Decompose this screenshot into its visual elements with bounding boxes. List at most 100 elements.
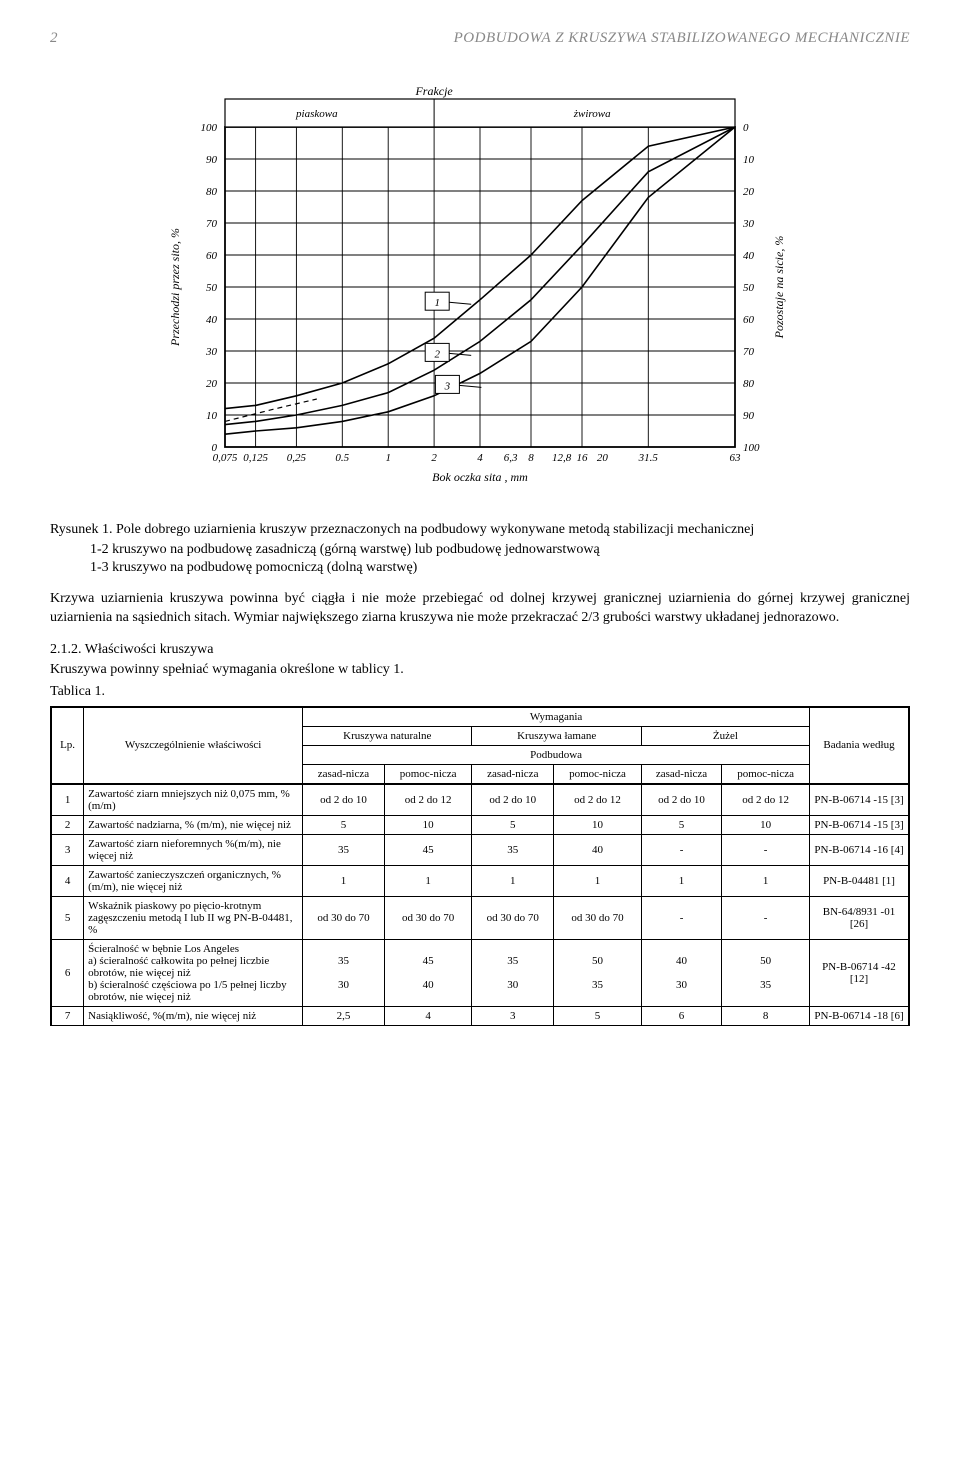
th-zuzel: Żużel xyxy=(641,726,809,745)
cell-lp: 3 xyxy=(51,834,84,865)
th-zasad-3: zasad-nicza xyxy=(641,764,721,784)
th-badania: Badania według xyxy=(810,707,910,784)
th-zasad-2: zasad-nicza xyxy=(472,764,554,784)
cell-desc: Nasiąkliwość, %(m/m), nie więcej niż xyxy=(84,1006,303,1025)
th-wymagania: Wymagania xyxy=(303,707,810,727)
svg-text:63: 63 xyxy=(730,452,742,464)
running-title: PODBUDOWA Z KRUSZYWA STABILIZOWANEGO MEC… xyxy=(454,30,910,47)
th-krusz-nat: Kruszywa naturalne xyxy=(303,726,472,745)
cell-value: 1 xyxy=(303,865,385,896)
cell-value: - xyxy=(641,834,721,865)
cell-desc: Wskaźnik piaskowy po pięcio-krotnym zagę… xyxy=(84,896,303,939)
cell-value: od 2 do 10 xyxy=(303,784,385,816)
svg-text:piaskowa: piaskowa xyxy=(295,108,338,120)
cell-ref: PN-B-04481 [1] xyxy=(810,865,910,896)
svg-text:16: 16 xyxy=(577,452,589,464)
cell-lp: 2 xyxy=(51,815,84,834)
th-zasad-1: zasad-nicza xyxy=(303,764,385,784)
figure-legend-1: 1-2 kruszywo na podbudowę zasadniczą (gó… xyxy=(90,542,910,558)
svg-text:40: 40 xyxy=(743,250,755,262)
cell-value: 50 35 xyxy=(554,939,642,1006)
svg-text:80: 80 xyxy=(743,378,755,390)
cell-value: 45 40 xyxy=(384,939,472,1006)
svg-text:0,075: 0,075 xyxy=(213,452,238,464)
svg-text:80: 80 xyxy=(206,186,218,198)
svg-text:2: 2 xyxy=(434,348,440,360)
cell-value: 10 xyxy=(554,815,642,834)
cell-value: 1 xyxy=(472,865,554,896)
svg-text:Przechodzi przez sito, %: Przechodzi przez sito, % xyxy=(168,228,182,347)
cell-lp: 1 xyxy=(51,784,84,816)
svg-text:50: 50 xyxy=(743,282,755,294)
table-row: 6Ścieralność w bębnie Los Angeles a) ści… xyxy=(51,939,909,1006)
table-row: 2Zawartość nadziarna, % (m/m), nie więce… xyxy=(51,815,909,834)
th-pomoc-3: pomoc-nicza xyxy=(722,764,810,784)
cell-lp: 7 xyxy=(51,1006,84,1025)
cell-value: 5 xyxy=(303,815,385,834)
svg-text:8: 8 xyxy=(528,452,534,464)
properties-table: Lp. Wyszczególnienie właściwości Wymagan… xyxy=(50,706,910,1026)
section-title: Właściwości kruszywa xyxy=(85,642,214,657)
table-row: 3Zawartość ziarn nieforemnych %(m/m), ni… xyxy=(51,834,909,865)
cell-value: 5 xyxy=(554,1006,642,1025)
svg-text:40: 40 xyxy=(206,314,218,326)
figure-legend-2: 1-3 kruszywo na podbudowę pomocniczą (do… xyxy=(90,560,910,576)
cell-value: od 30 do 70 xyxy=(303,896,385,939)
cell-value: 10 xyxy=(384,815,472,834)
table-row: 4Zawartość zanieczyszczeń organicznych, … xyxy=(51,865,909,896)
cell-ref: PN-B-06714 -16 [4] xyxy=(810,834,910,865)
svg-text:60: 60 xyxy=(206,250,218,262)
table-row: 7Nasiąkliwość, %(m/m), nie więcej niż2,5… xyxy=(51,1006,909,1025)
cell-lp: 6 xyxy=(51,939,84,1006)
cell-value: 1 xyxy=(554,865,642,896)
cell-value: 40 30 xyxy=(641,939,721,1006)
cell-value: od 2 do 10 xyxy=(641,784,721,816)
cell-desc: Ścieralność w bębnie Los Angeles a) ście… xyxy=(84,939,303,1006)
th-podbudowa: Podbudowa xyxy=(303,745,810,764)
svg-text:Frakcje: Frakcje xyxy=(414,84,453,98)
svg-text:Bok oczka sita , mm: Bok oczka sita , mm xyxy=(432,470,528,484)
svg-text:6,3: 6,3 xyxy=(504,452,518,464)
cell-value: - xyxy=(722,896,810,939)
cell-value: 10 xyxy=(722,815,810,834)
svg-text:90: 90 xyxy=(743,410,755,422)
cell-value: 1 xyxy=(722,865,810,896)
cell-ref: PN-B-06714 -42 [12] xyxy=(810,939,910,1006)
cell-value: 2,5 xyxy=(303,1006,385,1025)
svg-text:90: 90 xyxy=(206,154,218,166)
page-header: 2 PODBUDOWA Z KRUSZYWA STABILIZOWANEGO M… xyxy=(50,30,910,47)
cell-ref: PN-B-06714 -15 [3] xyxy=(810,815,910,834)
cell-lp: 4 xyxy=(51,865,84,896)
svg-text:1: 1 xyxy=(434,297,440,309)
svg-text:4: 4 xyxy=(477,452,483,464)
cell-desc: Zawartość nadziarna, % (m/m), nie więcej… xyxy=(84,815,303,834)
cell-ref: BN-64/8931 -01 [26] xyxy=(810,896,910,939)
cell-value: od 30 do 70 xyxy=(472,896,554,939)
cell-value: 6 xyxy=(641,1006,721,1025)
cell-value: - xyxy=(722,834,810,865)
cell-value: 35 30 xyxy=(303,939,385,1006)
page-number: 2 xyxy=(50,30,58,47)
tablica-label: Tablica 1. xyxy=(50,684,910,700)
svg-text:70: 70 xyxy=(206,218,218,230)
svg-text:0,25: 0,25 xyxy=(287,452,307,464)
table-row: 1Zawartość ziarn mniejszych niż 0,075 mm… xyxy=(51,784,909,816)
cell-value: od 2 do 10 xyxy=(472,784,554,816)
svg-text:10: 10 xyxy=(206,410,218,422)
svg-text:20: 20 xyxy=(206,378,218,390)
svg-text:3: 3 xyxy=(444,380,451,392)
cell-desc: Zawartość ziarn mniejszych niż 0,075 mm,… xyxy=(84,784,303,816)
figure-caption: Rysunek 1. Pole dobrego uziarnienia krus… xyxy=(50,522,910,538)
cell-value: 5 xyxy=(641,815,721,834)
cell-value: 40 xyxy=(554,834,642,865)
cell-ref: PN-B-06714 -18 [6] xyxy=(810,1006,910,1025)
section-heading: 2.1.2. Właściwości kruszywa xyxy=(50,642,910,658)
svg-text:10: 10 xyxy=(743,154,755,166)
th-pomoc-1: pomoc-nicza xyxy=(384,764,472,784)
svg-text:31.5: 31.5 xyxy=(638,452,659,464)
cell-value: 35 xyxy=(472,834,554,865)
cell-value: 1 xyxy=(641,865,721,896)
cell-value: 8 xyxy=(722,1006,810,1025)
svg-text:70: 70 xyxy=(743,346,755,358)
svg-text:0: 0 xyxy=(743,122,749,134)
